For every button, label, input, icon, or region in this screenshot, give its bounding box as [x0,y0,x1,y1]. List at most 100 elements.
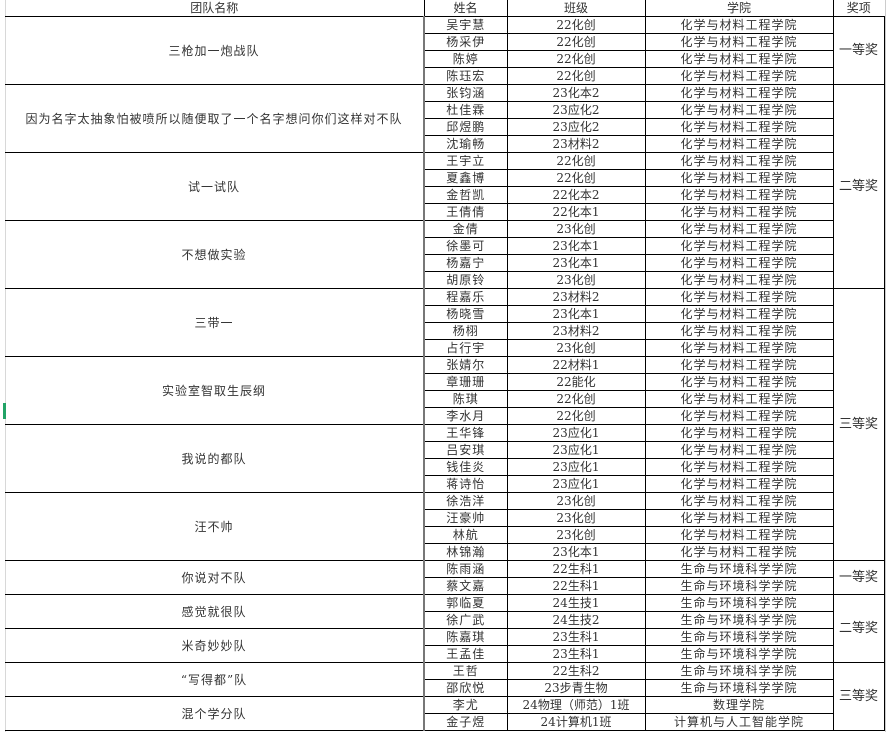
college-cell[interactable]: 生命与环境科学学院 [644,662,834,680]
class-cell[interactable]: 23化本1 [506,305,646,323]
class-cell[interactable]: 23步青生物 [506,679,646,697]
name-cell[interactable]: 张钧涵 [423,84,508,102]
name-cell[interactable]: 徐广武 [423,611,508,629]
team-name-cell[interactable]: 汪不帅 [5,492,425,561]
class-cell[interactable]: 22化创 [506,50,646,68]
award-cell[interactable]: 一等奖 [832,16,885,85]
name-cell[interactable]: 占行宇 [423,339,508,357]
class-cell[interactable]: 22生科2 [506,662,646,680]
team-name-cell[interactable]: 因为名字太抽象怕被喷所以随便取了一个名字想问你们这样对不队 [5,84,425,153]
college-cell[interactable]: 化学与材料工程学院 [644,169,834,187]
name-cell[interactable]: 汪豪帅 [423,509,508,527]
class-cell[interactable]: 22化创 [506,67,646,85]
header-name[interactable]: 姓名 [423,0,507,17]
college-cell[interactable]: 生命与环境科学学院 [644,560,834,578]
name-cell[interactable]: 徐浩洋 [423,492,508,510]
college-cell[interactable]: 化学与材料工程学院 [644,33,834,51]
name-cell[interactable]: 杨采伊 [423,33,508,51]
header-college[interactable]: 学院 [644,0,833,17]
team-name-cell[interactable]: 你说对不队 [5,560,425,595]
college-cell[interactable]: 化学与材料工程学院 [644,254,834,272]
team-name-cell[interactable]: 试一试队 [5,152,425,221]
name-cell[interactable]: 蒋诗怡 [423,475,508,493]
name-cell[interactable]: 陈婷 [423,50,508,68]
name-cell[interactable]: 邱煜鹏 [423,118,508,136]
award-cell[interactable]: 二等奖 [832,594,885,663]
name-cell[interactable]: 王哲 [423,662,508,680]
college-cell[interactable]: 化学与材料工程学院 [644,220,834,238]
name-cell[interactable]: 王华锋 [423,424,508,442]
name-cell[interactable]: 李水月 [423,407,508,425]
name-cell[interactable]: 金子煜 [423,713,508,731]
college-cell[interactable]: 生命与环境科学学院 [644,645,834,663]
college-cell[interactable]: 生命与环境科学学院 [644,679,834,697]
college-cell[interactable]: 化学与材料工程学院 [644,543,834,561]
class-cell[interactable]: 22化本2 [506,186,646,204]
college-cell[interactable]: 生命与环境科学学院 [644,628,834,646]
class-cell[interactable]: 23化创 [506,509,646,527]
name-cell[interactable]: 金倩 [423,220,508,238]
college-cell[interactable]: 化学与材料工程学院 [644,135,834,153]
name-cell[interactable]: 杨晓雪 [423,305,508,323]
team-name-cell[interactable]: 三枪加一炮战队 [5,16,425,85]
class-cell[interactable]: 23化本1 [506,543,646,561]
class-cell[interactable]: 22化创 [506,390,646,408]
college-cell[interactable]: 化学与材料工程学院 [644,407,834,425]
class-cell[interactable]: 22材料1 [506,356,646,374]
name-cell[interactable]: 林锦瀚 [423,543,508,561]
name-cell[interactable]: 程嘉乐 [423,288,508,306]
award-cell[interactable]: 三等奖 [832,288,885,561]
class-cell[interactable]: 23应化2 [506,101,646,119]
class-cell[interactable]: 23化创 [506,492,646,510]
college-cell[interactable]: 化学与材料工程学院 [644,339,834,357]
class-cell[interactable]: 22生科1 [506,560,646,578]
college-cell[interactable]: 化学与材料工程学院 [644,526,834,544]
college-cell[interactable]: 计算机与人工智能学院 [644,713,834,731]
name-cell[interactable]: 杜佳霖 [423,101,508,119]
name-cell[interactable]: 夏鑫博 [423,169,508,187]
class-cell[interactable]: 23材料2 [506,288,646,306]
class-cell[interactable]: 23化创 [506,271,646,289]
college-cell[interactable]: 化学与材料工程学院 [644,203,834,221]
college-cell[interactable]: 化学与材料工程学院 [644,492,834,510]
name-cell[interactable]: 杨嘉宁 [423,254,508,272]
class-cell[interactable]: 24计算机1班 [506,713,646,731]
college-cell[interactable]: 化学与材料工程学院 [644,237,834,255]
college-cell[interactable]: 化学与材料工程学院 [644,101,834,119]
college-cell[interactable]: 生命与环境科学学院 [644,577,834,595]
award-cell[interactable]: 一等奖 [832,560,885,595]
class-cell[interactable]: 22生科1 [506,577,646,595]
name-cell[interactable]: 陈雨涵 [423,560,508,578]
class-cell[interactable]: 22能化 [506,373,646,391]
class-cell[interactable]: 23材料2 [506,135,646,153]
team-name-cell[interactable]: 混个学分队 [5,696,425,731]
college-cell[interactable]: 化学与材料工程学院 [644,475,834,493]
team-name-cell[interactable]: 我说的都队 [5,424,425,493]
class-cell[interactable]: 23生科1 [506,628,646,646]
college-cell[interactable]: 化学与材料工程学院 [644,322,834,340]
team-name-cell[interactable]: 三带一 [5,288,425,357]
class-cell[interactable]: 23化创 [506,220,646,238]
name-cell[interactable]: 张婧尔 [423,356,508,374]
college-cell[interactable]: 化学与材料工程学院 [644,424,834,442]
class-cell[interactable]: 22化创 [506,152,646,170]
name-cell[interactable]: 沈瑜畅 [423,135,508,153]
name-cell[interactable]: 章珊珊 [423,373,508,391]
class-cell[interactable]: 23应化2 [506,118,646,136]
college-cell[interactable]: 数理学院 [644,696,834,714]
college-cell[interactable]: 化学与材料工程学院 [644,356,834,374]
college-cell[interactable]: 生命与环境科学学院 [644,611,834,629]
class-cell[interactable]: 23化创 [506,526,646,544]
name-cell[interactable]: 金哲凯 [423,186,508,204]
class-cell[interactable]: 22化创 [506,407,646,425]
name-cell[interactable]: 蔡文嘉 [423,577,508,595]
class-cell[interactable]: 22化创 [506,33,646,51]
college-cell[interactable]: 化学与材料工程学院 [644,305,834,323]
class-cell[interactable]: 22化创 [506,169,646,187]
name-cell[interactable]: 杨栩 [423,322,508,340]
class-cell[interactable]: 24生技1 [506,594,646,612]
college-cell[interactable]: 化学与材料工程学院 [644,118,834,136]
college-cell[interactable]: 化学与材料工程学院 [644,390,834,408]
class-cell[interactable]: 22化本1 [506,203,646,221]
name-cell[interactable]: 胡原铃 [423,271,508,289]
